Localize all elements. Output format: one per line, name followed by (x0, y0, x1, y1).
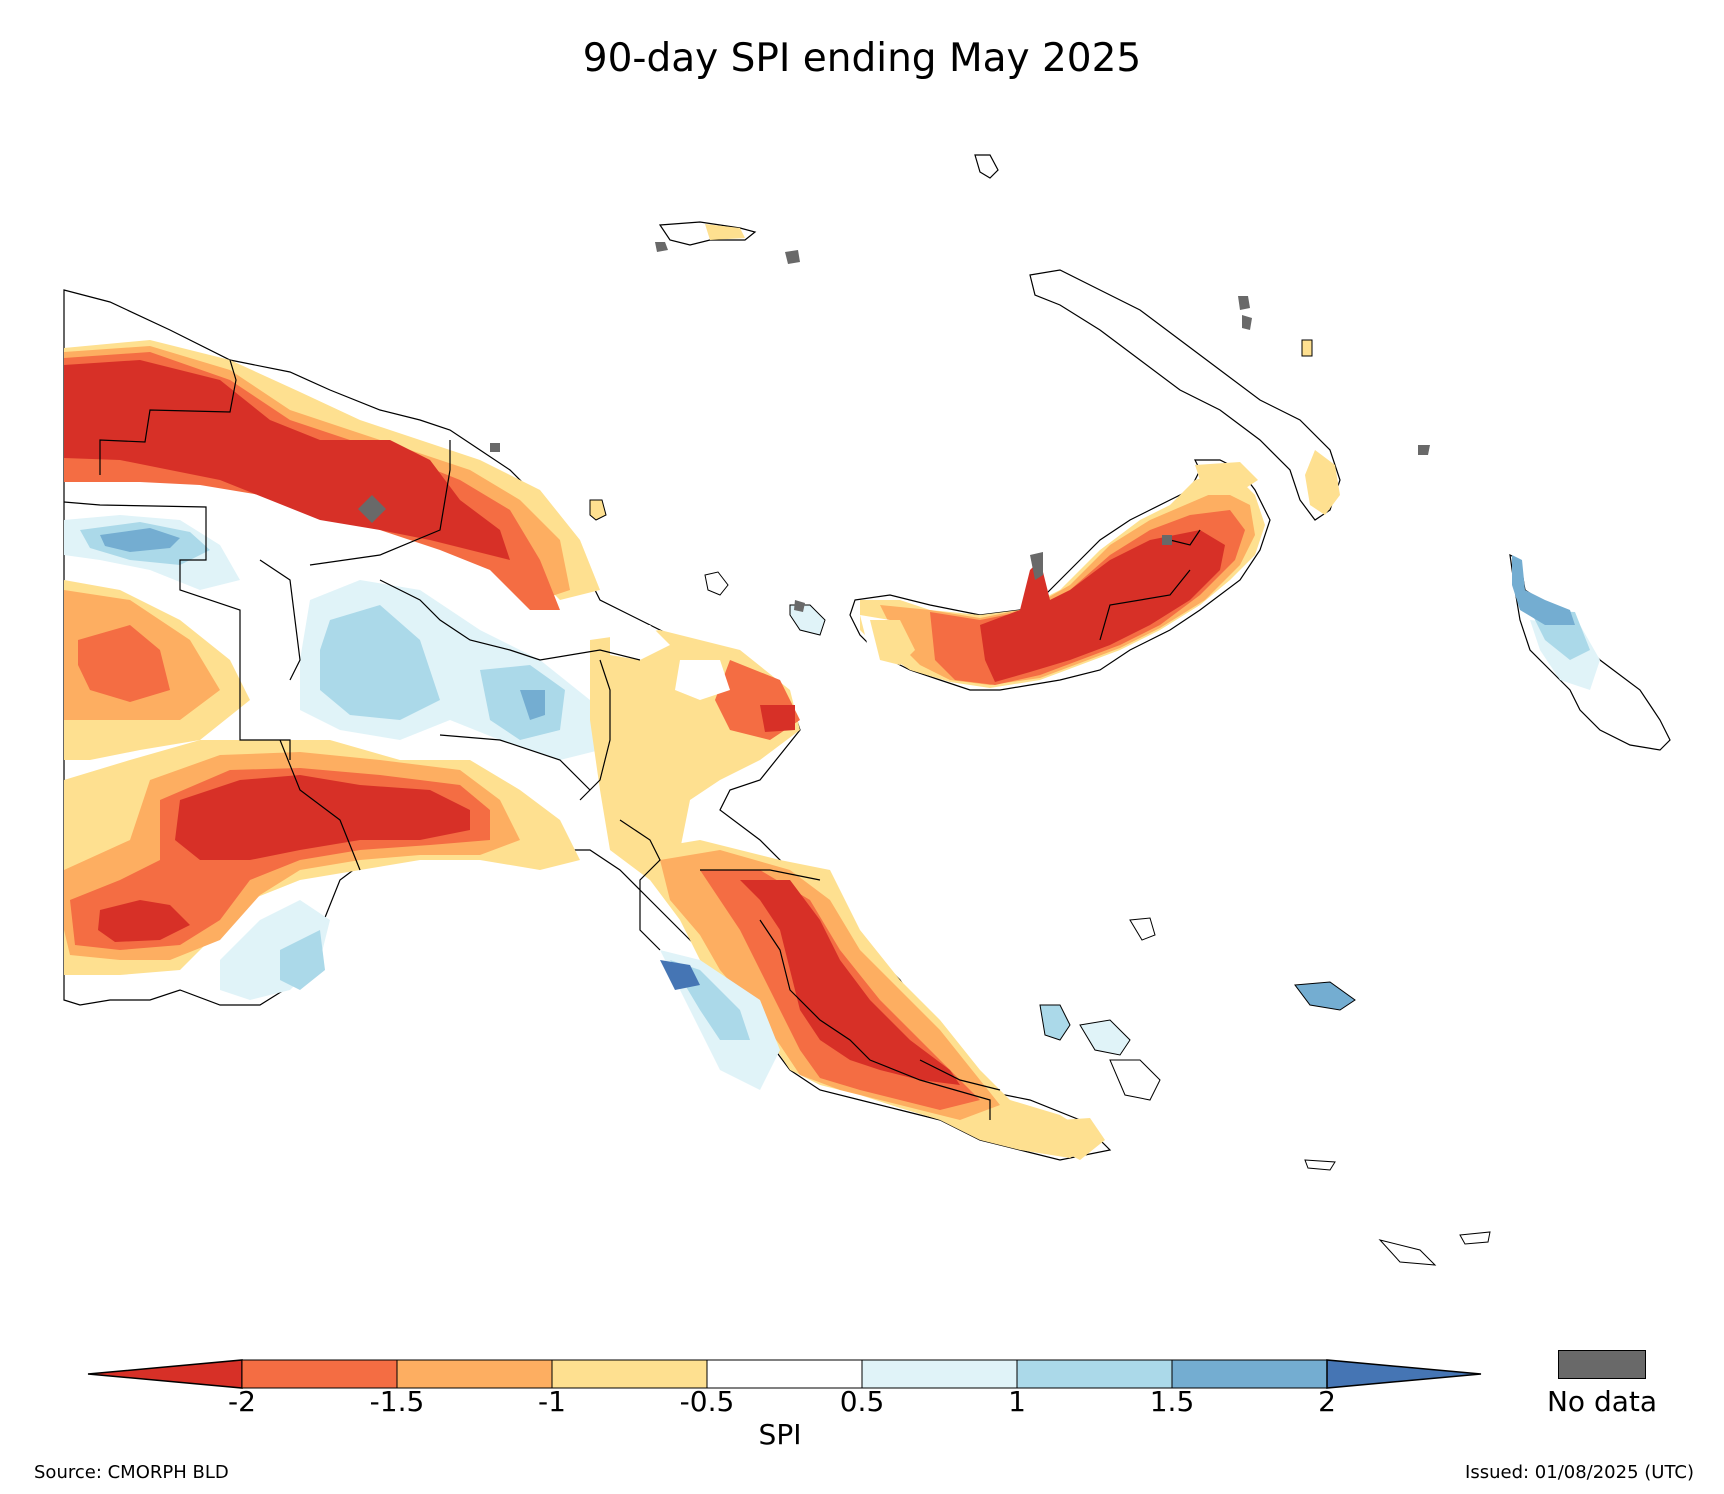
mussau-island (974, 154, 999, 179)
region-central-wet-mid2 (480, 665, 565, 740)
colorbar-extend-high (1326, 1359, 1482, 1389)
new-ireland-land (1029, 269, 1341, 521)
colorbar-bin-6 (1016, 1359, 1173, 1389)
misima-island (1304, 1159, 1336, 1171)
colorbar-bin-1 (241, 1359, 398, 1389)
manus-no-data-2 (785, 250, 800, 264)
nb-no-data (1030, 552, 1043, 580)
manus-dry (705, 224, 745, 240)
region-se-wet-dark (660, 960, 700, 990)
no-data-swatch (1558, 1350, 1646, 1379)
new-britain (849, 459, 1271, 691)
no-data-patch-mainland (358, 495, 386, 523)
goodenough-wet (1039, 1004, 1071, 1041)
source-text: Source: CMORPH BLD (34, 1462, 229, 1483)
map-title: 90-day SPI ending May 2025 (582, 36, 1142, 81)
nb-north-light (1195, 462, 1258, 495)
region-sw-wet-mid (280, 930, 325, 990)
no-data-islet-c (794, 600, 805, 612)
nissan-no-data (1418, 445, 1430, 455)
rossel-island (1459, 1231, 1491, 1245)
woodlark-wet (1294, 981, 1356, 1011)
fergusson-wet (1079, 1019, 1131, 1056)
colorbar-label: SPI (758, 1418, 802, 1451)
region-central-wet-dark (520, 690, 545, 720)
new-ireland (1029, 269, 1341, 521)
colorbar-tick: 2 (1318, 1385, 1336, 1418)
region-ne-white-hole (610, 625, 670, 660)
colorbar-bin-7 (1171, 1359, 1328, 1389)
normanby (1109, 1059, 1161, 1101)
new-ireland-dry (1305, 450, 1340, 515)
tabar-no-data (1242, 315, 1252, 330)
lihir-no-data (1238, 296, 1250, 310)
milne-bay-islands (1039, 917, 1491, 1266)
feni-dry (1301, 339, 1313, 357)
colorbar-bin-2 (396, 1359, 553, 1389)
colorbar-bin-3 (551, 1359, 708, 1389)
spi-mainland-regions (64, 340, 1100, 1158)
colorbar-bin-5 (861, 1359, 1018, 1389)
colorbar-tick: -2 (228, 1385, 256, 1418)
issued-text: Issued: 01/08/2025 (UTC) (1465, 1462, 1694, 1483)
colorbar (87, 1359, 1482, 1389)
nb-light-west (870, 620, 915, 665)
manus-islands (490, 154, 1430, 636)
colorbar-tick: -0.5 (679, 1385, 735, 1418)
no-data-label: No data (1546, 1385, 1658, 1418)
region-sw-red-lower (98, 900, 190, 942)
region-ne-red (760, 705, 795, 732)
region-se-red (740, 880, 960, 1085)
region-west-darkorange (78, 625, 170, 702)
colorbar-tick: -1.5 (369, 1385, 425, 1418)
trobriand-island (1129, 917, 1156, 941)
region-ne-white-hole2 (675, 660, 730, 700)
no-data-islet-a (490, 443, 500, 452)
bougainville (1509, 553, 1671, 751)
colorbar-tick: 0.5 (839, 1385, 885, 1418)
no-data-islet-b (1162, 535, 1172, 545)
colorbar-bin-4 (706, 1359, 863, 1389)
manus-no-data (655, 242, 668, 252)
colorbar-tick: 1 (1008, 1385, 1026, 1418)
colorbar-tick: -1 (538, 1385, 566, 1418)
region-sw-red-upper (175, 775, 470, 860)
sudest-island (1378, 1239, 1437, 1266)
province-boundaries (63, 359, 1001, 1120)
region-nw-wet-dark (100, 528, 180, 552)
south-dry-islet (1060, 1118, 1105, 1160)
bougainville-wet-dark (1512, 555, 1575, 625)
colorbar-tick: 1.5 (1149, 1385, 1195, 1418)
umboi-wet (789, 604, 826, 636)
long-island (704, 571, 729, 596)
region-central-wet-mid (320, 605, 440, 720)
colorbar-extend-low (87, 1359, 243, 1389)
region-nw-red (64, 360, 510, 560)
karkar-dry (589, 499, 607, 521)
